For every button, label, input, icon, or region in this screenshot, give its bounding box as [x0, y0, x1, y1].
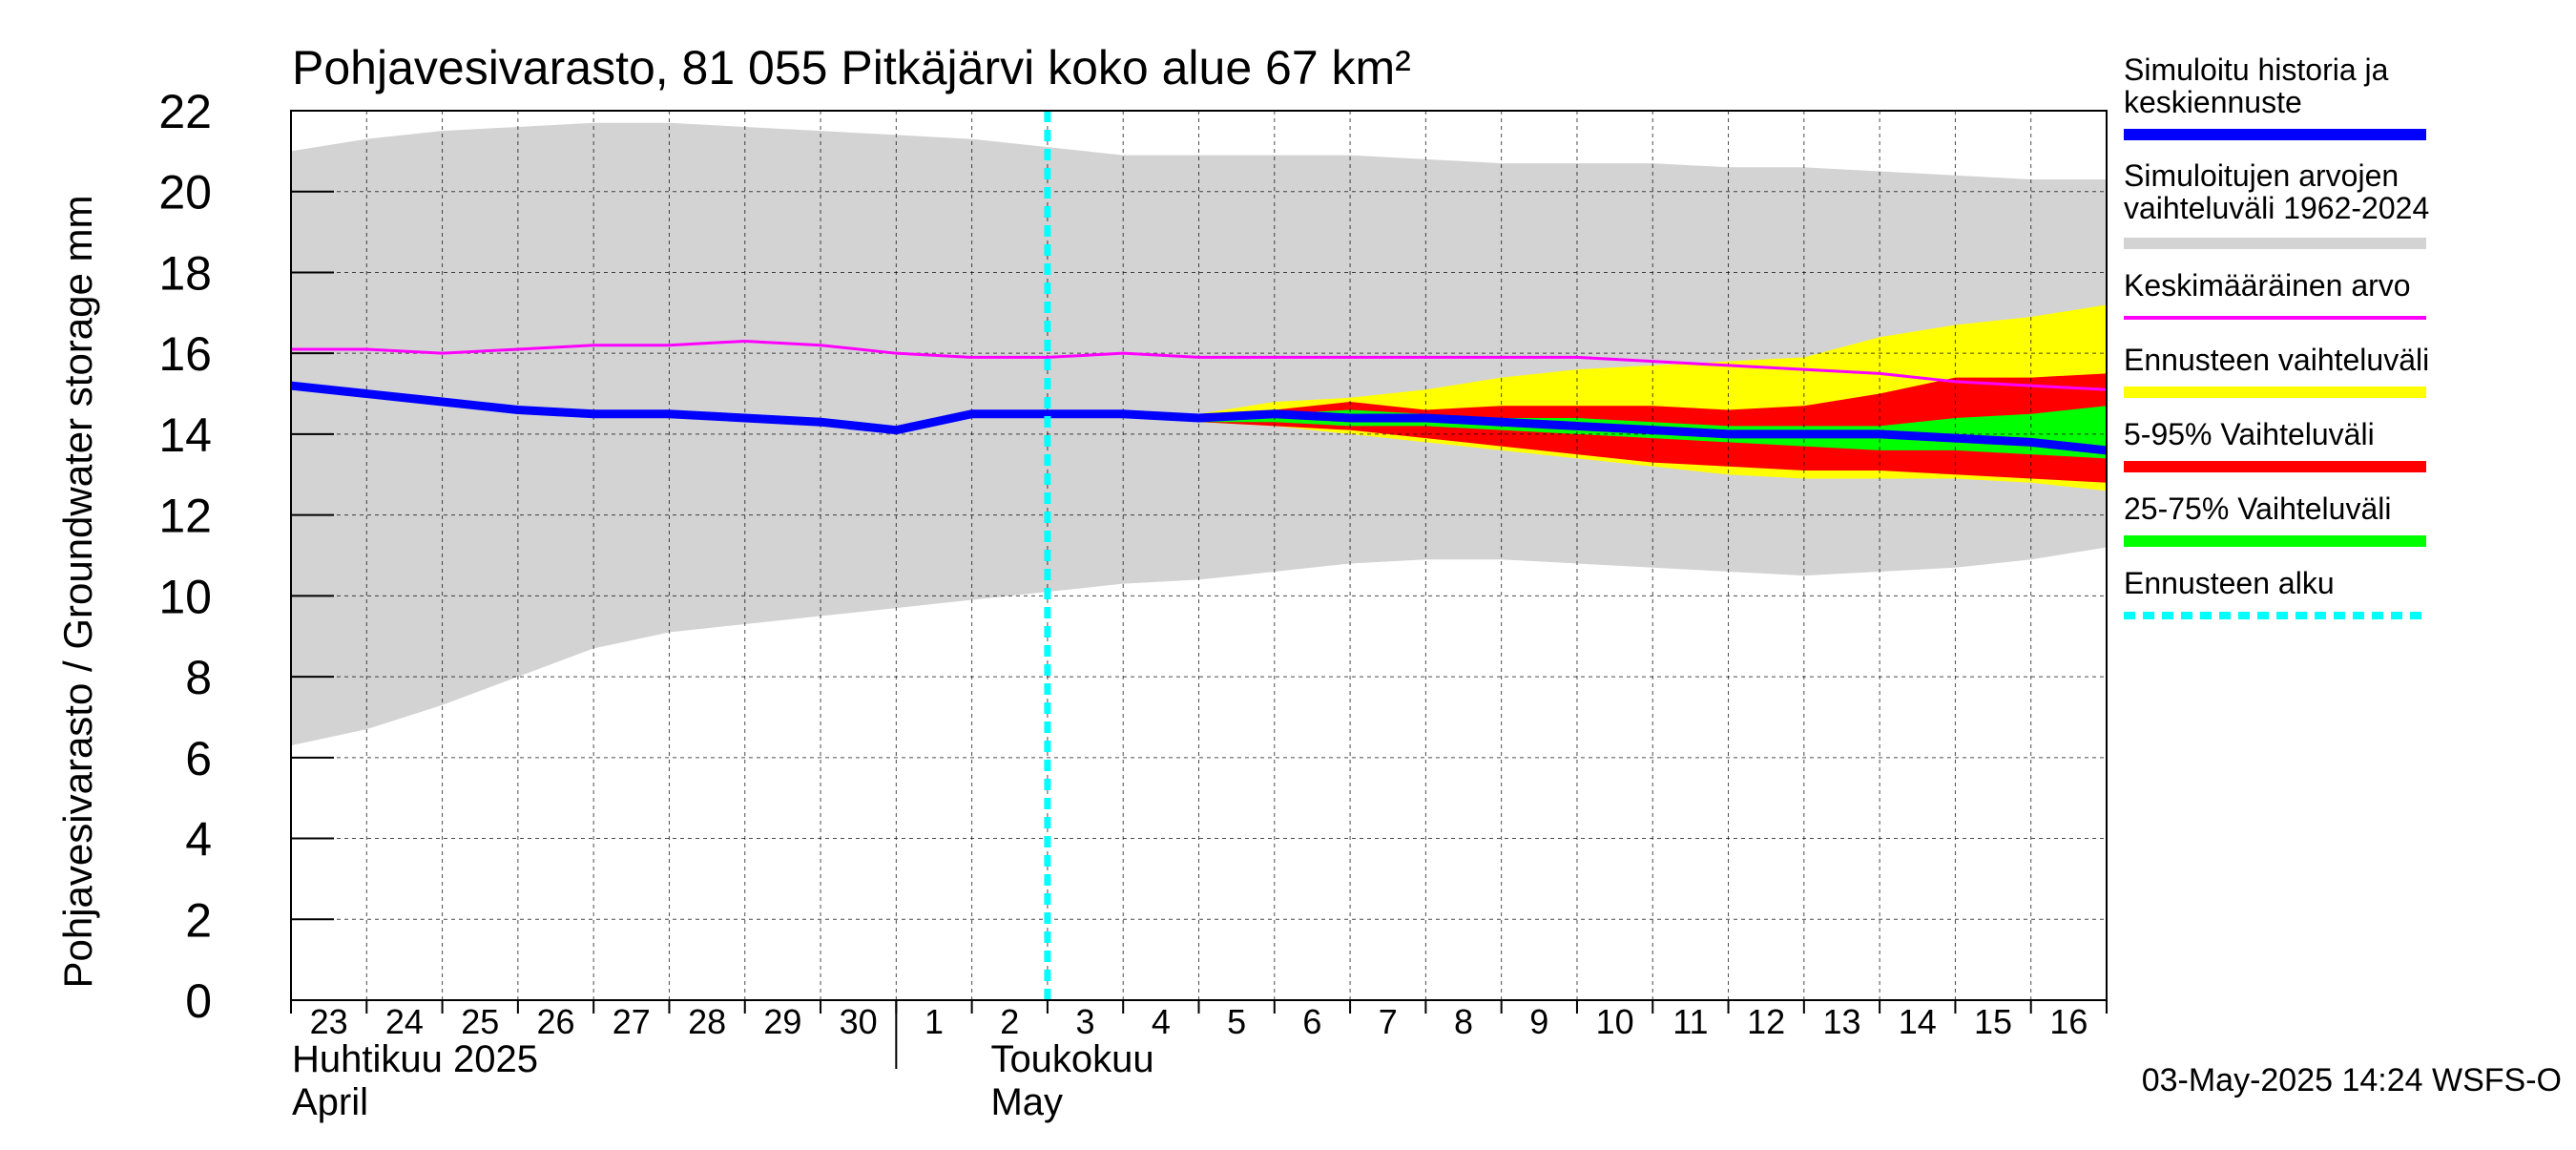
- y-tick-label: 20: [158, 166, 212, 220]
- y-tick-label: 10: [158, 570, 212, 623]
- y-axis-label: Pohjavesivarasto / Groundwater storage m…: [55, 195, 100, 988]
- x-tick-label: 24: [385, 1002, 424, 1041]
- month-label-fi: Huhtikuu 2025: [292, 1038, 538, 1080]
- x-tick-label: 13: [1822, 1002, 1860, 1041]
- x-tick-label: 8: [1454, 1002, 1473, 1041]
- x-tick-label: 28: [688, 1002, 726, 1041]
- y-tick-label: 0: [185, 974, 212, 1028]
- plot-content: [291, 111, 2107, 1000]
- x-tick-label: 14: [1899, 1002, 1937, 1041]
- x-tick-label: 6: [1302, 1002, 1321, 1041]
- x-tick-label: 16: [2049, 1002, 2088, 1041]
- y-tick-label: 16: [158, 327, 212, 381]
- month-label-en: April: [292, 1081, 368, 1123]
- legend-label-line: Simuloitujen arvojen: [2124, 158, 2399, 193]
- y-tick-label: 12: [158, 490, 212, 543]
- x-tick-label: 5: [1227, 1002, 1246, 1041]
- x-tick-label: 23: [310, 1002, 348, 1041]
- x-tick-label: 4: [1152, 1002, 1171, 1041]
- y-tick-label: 8: [185, 651, 212, 704]
- chart-title: Pohjavesivarasto, 81 055 Pitkäjärvi koko…: [292, 41, 1411, 94]
- x-tick-label: 10: [1596, 1002, 1634, 1041]
- y-tick-label: 14: [158, 408, 212, 462]
- x-tick-label: 1: [924, 1002, 944, 1041]
- month-label-fi: Toukokuu: [990, 1038, 1153, 1080]
- line-0: [291, 339, 2107, 391]
- x-tick-label: 7: [1379, 1002, 1398, 1041]
- legend-label: Ennusteen vaihteluväli: [2124, 343, 2429, 377]
- x-tick-label: 12: [1747, 1002, 1785, 1041]
- legend-label-line: keskiennuste: [2124, 85, 2302, 119]
- legend: Simuloitu historia ja keskiennusteSimuloi…: [2124, 52, 2429, 619]
- x-tick-label: 11: [1672, 1002, 1708, 1041]
- x-tick-label: 25: [461, 1002, 499, 1041]
- legend-label: Simuloitujen arvojen vaihteluväli 1962-20…: [2124, 158, 2429, 225]
- legend-label-line: Simuloitu historia ja: [2124, 52, 2389, 87]
- x-tick-label: 2: [1000, 1002, 1019, 1041]
- legend-label: Keskimääräinen arvo: [2124, 268, 2411, 303]
- x-tick-label: 27: [613, 1002, 651, 1041]
- x-tick-label: 30: [840, 1002, 878, 1041]
- x-tick-label: 15: [1974, 1002, 2012, 1041]
- legend-label: 5-95% Vaihteluväli: [2124, 417, 2375, 451]
- legend-label: Simuloitu historia ja keskiennuste: [2124, 52, 2389, 119]
- legend-label: Ennusteen alku: [2124, 566, 2335, 600]
- y-tick-label: 4: [185, 813, 212, 867]
- line-1: [291, 381, 2107, 455]
- month-label-en: May: [990, 1081, 1063, 1123]
- plot-area: [291, 111, 2107, 1000]
- y-tick-label: 2: [185, 893, 212, 947]
- y-tick-label: 22: [158, 85, 212, 138]
- legend-label-line: vaihteluväli 1962-2024: [2124, 191, 2429, 225]
- y-tick-label: 18: [158, 246, 212, 300]
- x-tick-label: 29: [763, 1002, 801, 1041]
- x-tick-label: 9: [1529, 1002, 1548, 1041]
- x-tick-label: 3: [1076, 1002, 1095, 1041]
- x-tick-label: 26: [536, 1002, 574, 1041]
- footer-timestamp: 03-May-2025 14:24 WSFS-O: [2142, 1062, 2562, 1098]
- y-tick-label: 6: [185, 732, 212, 785]
- legend-label: 25-75% Vaihteluväli: [2124, 491, 2391, 526]
